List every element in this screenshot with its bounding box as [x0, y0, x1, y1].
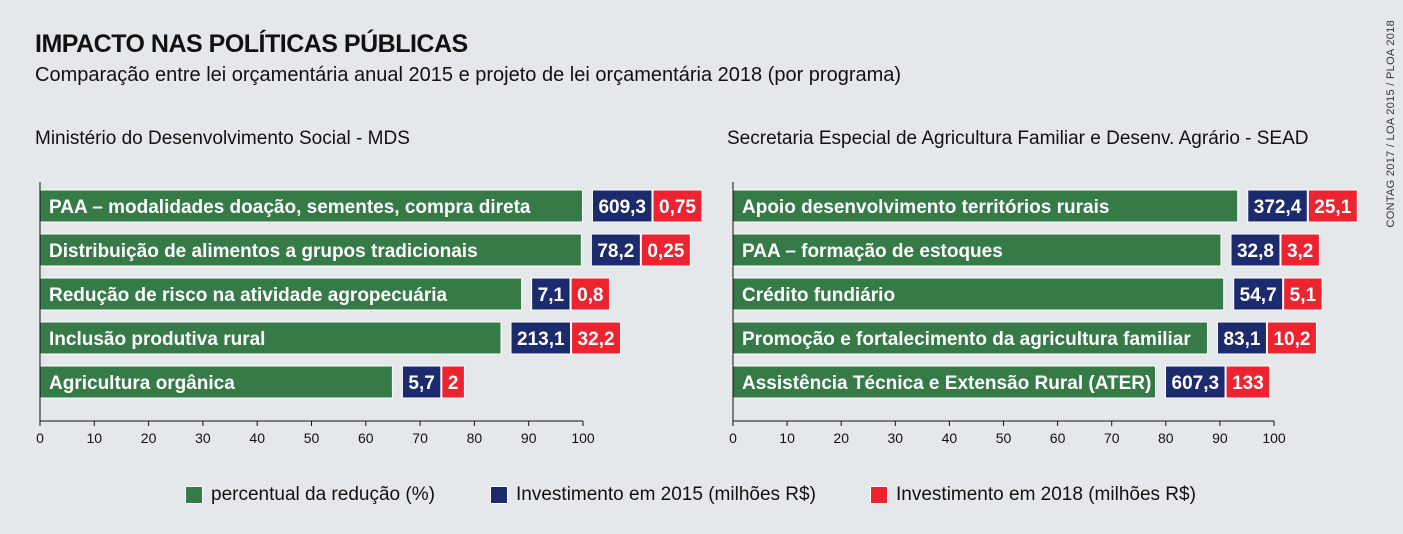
box-2015-mds-4	[401, 365, 442, 399]
value-2018-sead-2: 5,1	[1290, 285, 1317, 306]
box-2018-sead-2	[1283, 277, 1323, 311]
value-2015-mds-4: 5,7	[408, 373, 434, 394]
legend-label-inv2018: Investimento em 2018 (milhões R$)	[896, 484, 1196, 505]
bar-charts: PAA – modalidades doação, sementes, comp…	[36, 182, 1358, 446]
tick-label-sead-2: 20	[833, 430, 849, 446]
bar-label-sead-1: PAA – formação de estoques	[742, 241, 1003, 262]
panel-title-mds: Ministério do Desenvolvimento Social - M…	[35, 128, 410, 149]
tick-label-sead-8: 80	[1158, 430, 1174, 446]
bar-label-mds-4: Agricultura orgânica	[49, 373, 235, 394]
tick-label-sead-1: 10	[779, 430, 795, 446]
box-2015-sead-2	[1233, 277, 1284, 311]
box-2015-mds-1	[590, 233, 641, 267]
tick-label-mds-2: 20	[141, 430, 157, 446]
box-2015-sead-1	[1230, 233, 1281, 267]
legend-swatch-reduction	[185, 486, 203, 504]
bar-label-sead-4: Assistência Técnica e Extensão Rural (AT…	[742, 373, 1151, 394]
tick-label-sead-5: 50	[996, 430, 1012, 446]
tick-label-mds-1: 10	[87, 430, 103, 446]
value-2018-sead-0: 25,1	[1314, 197, 1351, 218]
tick-label-sead-10: 100	[1262, 430, 1286, 446]
panel-title-sead: Secretaria Especial de Agricultura Famil…	[727, 128, 1309, 149]
box-2015-mds-2	[531, 277, 571, 311]
value-2015-mds-1: 78,2	[597, 241, 634, 262]
legend-item-inv2018: Investimento em 2018 (milhões R$)	[870, 484, 1196, 506]
box-2015-sead-4	[1165, 365, 1226, 399]
legend-swatch-inv2018	[870, 486, 888, 504]
legend: percentual da redução (%) Investimento e…	[0, 484, 1403, 510]
tick-label-mds-5: 50	[304, 430, 320, 446]
value-2018-mds-0: 0,75	[659, 197, 696, 218]
box-2018-mds-2	[570, 277, 610, 311]
tick-label-mds-4: 40	[249, 430, 265, 446]
value-2018-mds-3: 32,2	[578, 329, 615, 350]
value-2015-sead-1: 32,8	[1237, 241, 1274, 262]
tick-label-sead-9: 90	[1212, 430, 1228, 446]
tick-label-mds-10: 100	[571, 430, 595, 446]
value-2018-mds-1: 0,25	[647, 241, 684, 262]
tick-label-mds-3: 30	[195, 430, 211, 446]
bar-mds-3	[39, 321, 502, 355]
tick-label-sead-7: 70	[1104, 430, 1120, 446]
value-2015-sead-2: 54,7	[1240, 285, 1277, 306]
bar-sead-4	[732, 365, 1157, 399]
box-2015-sead-3	[1216, 321, 1267, 355]
chart-title: IMPACTO NAS POLÍTICAS PÚBLICAS	[35, 30, 468, 58]
value-2018-sead-1: 3,2	[1287, 241, 1313, 262]
box-2018-sead-0	[1307, 189, 1358, 223]
bar-label-sead-3: Promoção e fortalecimento da agricultura…	[742, 329, 1191, 350]
box-2018-mds-4	[441, 365, 465, 399]
bar-label-mds-1: Distribuição de alimentos a grupos tradi…	[49, 241, 478, 262]
value-2015-mds-0: 609,3	[598, 197, 646, 218]
value-2015-mds-3: 213,1	[517, 329, 565, 350]
tick-label-mds-9: 90	[521, 430, 537, 446]
tick-label-mds-7: 70	[412, 430, 428, 446]
bar-sead-0	[732, 189, 1239, 223]
tick-label-sead-4: 40	[942, 430, 958, 446]
legend-item-reduction: percentual da redução (%)	[185, 484, 435, 506]
bar-sead-2	[732, 277, 1225, 311]
value-2018-mds-2: 0,8	[577, 285, 603, 306]
tick-label-sead-0: 0	[729, 430, 737, 446]
tick-label-mds-0: 0	[36, 430, 44, 446]
tick-label-mds-8: 80	[467, 430, 483, 446]
bar-label-mds-3: Inclusão produtiva rural	[49, 329, 265, 350]
legend-label-reduction: percentual da redução (%)	[211, 484, 435, 505]
value-2015-sead-0: 372,4	[1254, 197, 1302, 218]
tick-label-sead-6: 60	[1050, 430, 1066, 446]
bar-mds-4	[39, 365, 393, 399]
box-2018-mds-1	[640, 233, 691, 267]
value-2015-sead-3: 83,1	[1223, 329, 1260, 350]
legend-swatch-inv2015	[490, 486, 508, 504]
box-2015-mds-3	[510, 321, 572, 355]
box-2015-mds-0	[591, 189, 653, 223]
bar-mds-1	[39, 233, 582, 267]
legend-label-inv2015: Investimento em 2015 (milhões R$)	[516, 484, 816, 505]
box-2018-mds-3	[571, 321, 622, 355]
bar-mds-2	[39, 277, 523, 311]
box-2018-sead-1	[1280, 233, 1320, 267]
chart-subtitle: Comparação entre lei orçamentária anual …	[35, 64, 902, 86]
tick-label-sead-3: 30	[888, 430, 904, 446]
bar-label-sead-0: Apoio desenvolvimento territórios rurais	[742, 197, 1109, 218]
value-2018-mds-4: 2	[448, 373, 459, 394]
box-2018-sead-3	[1266, 321, 1317, 355]
value-2015-mds-2: 7,1	[538, 285, 565, 306]
value-2018-sead-3: 10,2	[1273, 329, 1310, 350]
box-2015-sead-0	[1247, 189, 1308, 223]
bar-label-sead-2: Crédito fundiário	[742, 285, 895, 306]
box-2018-sead-4	[1225, 365, 1271, 399]
bar-sead-1	[732, 233, 1222, 267]
legend-item-inv2015: Investimento em 2015 (milhões R$)	[490, 484, 816, 506]
bar-label-mds-0: PAA – modalidades doação, sementes, comp…	[49, 197, 531, 218]
box-2018-mds-0	[652, 189, 703, 223]
value-2018-sead-4: 133	[1232, 373, 1264, 394]
tick-label-mds-6: 60	[358, 430, 374, 446]
bar-label-mds-2: Redução de risco na atividade agropecuár…	[49, 285, 448, 306]
value-2015-sead-4: 607,3	[1172, 373, 1220, 394]
